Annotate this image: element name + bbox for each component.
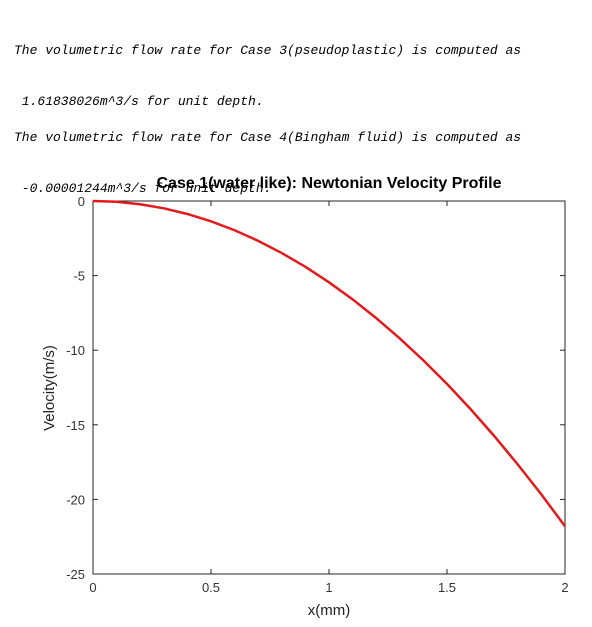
y-tick-label: -10: [66, 343, 85, 358]
chart: Case 1(water like): Newtonian Velocity P…: [41, 175, 569, 619]
x-tick-label: 0: [89, 580, 96, 595]
x-axis-label: x(mm): [308, 602, 350, 619]
chart-title: Case 1(water like): Newtonian Velocity P…: [157, 175, 502, 192]
y-tick-label: -15: [66, 418, 85, 433]
output-line: -0.00001244m^3/s for unit depth.: [14, 181, 272, 196]
output-line: The volumetric flow rate for Case 3(pseu…: [14, 43, 522, 58]
y-tick-label: 0: [78, 194, 85, 209]
x-tick-label: 1.5: [438, 580, 456, 595]
output-block: The volumetric flow rate for Case 4(Bing…: [14, 95, 521, 214]
plot-area: [92, 200, 566, 575]
y-tick-label: -20: [66, 492, 85, 507]
output-block: The volumetric flow rate for Case 3(pseu…: [14, 8, 521, 127]
output-line: The volumetric flow rate for Case 4(Bing…: [14, 130, 522, 145]
y-axis-label: Velocity(m/s): [41, 345, 58, 431]
output-line: 1.61838026m^3/s for unit depth.: [14, 94, 264, 109]
y-tick-label: -25: [66, 567, 85, 582]
y-tick-label: -5: [73, 269, 85, 284]
x-tick-label: 1: [325, 580, 332, 595]
x-tick-label: 2: [561, 580, 568, 595]
data-line: [92, 199, 567, 528]
x-tick-label: 0.5: [202, 580, 220, 595]
